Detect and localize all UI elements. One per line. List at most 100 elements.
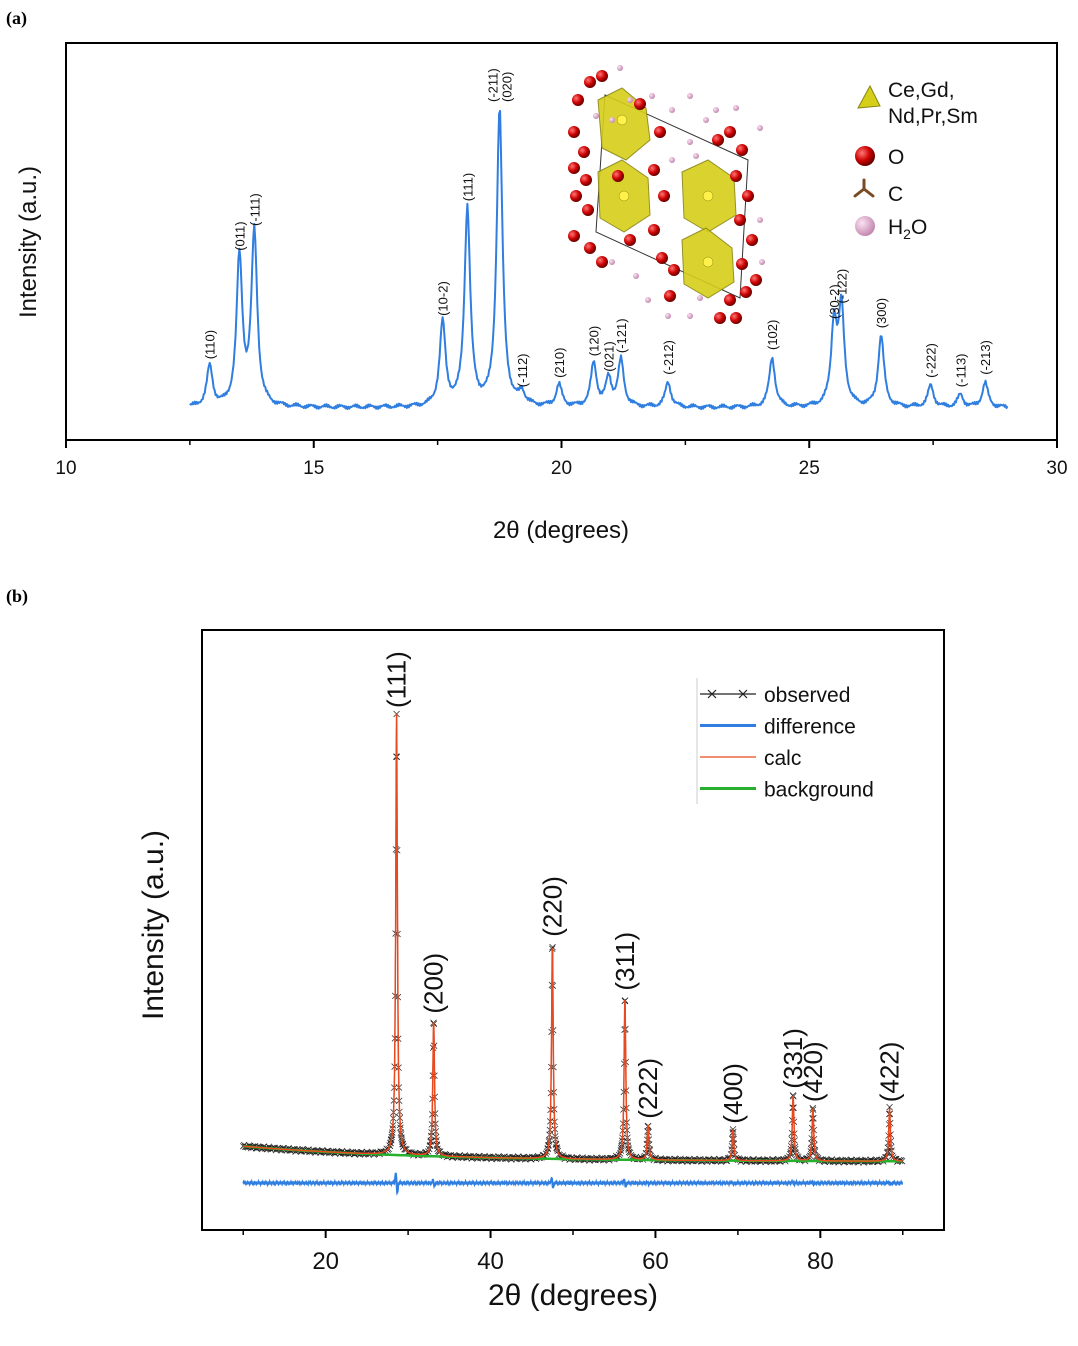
observed-marker (741, 1156, 749, 1163)
observed-marker (443, 1153, 451, 1161)
observed-marker (710, 1155, 718, 1163)
observed-marker (878, 1156, 885, 1164)
observed-marker (756, 1157, 763, 1165)
observed-marker (636, 1155, 644, 1163)
observed-marker (558, 1153, 566, 1161)
observed-marker (344, 1149, 352, 1156)
observed-marker (417, 1149, 424, 1157)
observed-marker (386, 1142, 394, 1150)
observed-marker (618, 1143, 625, 1150)
observed-marker (590, 1155, 597, 1163)
y-axis-label-a: Intensity (a.u.) (15, 166, 42, 318)
observed-marker (387, 1136, 395, 1144)
observed-marker (449, 1153, 457, 1161)
observed-marker (637, 1154, 645, 1161)
observed-marker (400, 1143, 407, 1150)
observed-marker (492, 1154, 499, 1161)
observed-marker (516, 1155, 524, 1162)
observed-marker (341, 1149, 349, 1157)
observed-marker (431, 1072, 438, 1079)
peak-label-a: (111) (460, 173, 475, 201)
x-tick-label-a: 20 (551, 458, 572, 479)
observed-marker (496, 1154, 503, 1161)
observed-marker (320, 1148, 327, 1155)
observed-marker (505, 1154, 512, 1162)
observed-marker (683, 1156, 690, 1164)
observed-marker (275, 1145, 283, 1153)
observed-marker (608, 1155, 616, 1163)
observed-marker (296, 1146, 303, 1154)
x-tick-label-b: 20 (312, 1248, 339, 1275)
observed-marker (535, 1154, 543, 1162)
observed-marker (729, 1126, 737, 1133)
observed-marker (367, 1150, 375, 1157)
observed-marker (467, 1153, 475, 1160)
observed-marker (724, 1155, 732, 1162)
observed-marker (857, 1157, 864, 1165)
observed-marker (412, 1150, 419, 1157)
observed-marker (655, 1156, 662, 1164)
oxygen-atom (712, 134, 724, 146)
observed-marker (589, 1156, 596, 1163)
observed-marker (781, 1156, 788, 1164)
observed-marker (413, 1150, 420, 1158)
observed-marker (582, 1155, 589, 1162)
observed-marker (259, 1144, 267, 1151)
observed-marker (685, 1156, 692, 1164)
observed-marker (242, 1143, 250, 1150)
observed-marker (371, 1150, 379, 1157)
observed-marker (799, 1155, 807, 1163)
x-axis-label-b: 2θ (degrees) (488, 1279, 658, 1312)
water-molecule (757, 217, 763, 223)
observed-marker (725, 1155, 733, 1162)
observed-marker (593, 1154, 600, 1161)
oxygen-atom (736, 144, 748, 156)
observed-marker (317, 1149, 324, 1156)
observed-marker (311, 1147, 318, 1155)
background-series (242, 1144, 903, 1163)
observed-marker (406, 1149, 413, 1156)
observed-marker (389, 1122, 397, 1129)
observed-marker (349, 1148, 357, 1156)
diffraction-pattern-a (189, 109, 1009, 411)
observed-marker (515, 1154, 523, 1162)
observed-marker (567, 1155, 574, 1162)
observed-marker (539, 1151, 547, 1159)
observed-marker (842, 1156, 849, 1163)
observed-marker (421, 1151, 428, 1158)
observed-marker (422, 1149, 429, 1156)
observed-marker (607, 1154, 614, 1162)
observed-marker (559, 1152, 567, 1159)
observed-marker (398, 1134, 405, 1142)
observed-marker (500, 1154, 507, 1161)
observed-marker (407, 1149, 414, 1157)
observed-marker (716, 1156, 724, 1163)
observed-marker (501, 1153, 508, 1160)
observed-marker (660, 1156, 667, 1163)
legend-b: observed difference calc background (696, 678, 874, 804)
observed-marker (416, 1151, 423, 1158)
observed-marker (312, 1149, 319, 1156)
oxygen-atom (584, 242, 596, 254)
observed-marker (886, 1110, 893, 1118)
observed-marker (541, 1153, 549, 1160)
observed-marker (503, 1155, 510, 1162)
observed-marker (879, 1156, 886, 1164)
observed-marker (866, 1158, 873, 1166)
legend-a-text: Ce,Gd, Nd,Pr,Sm (888, 79, 978, 128)
observed-marker (722, 1157, 730, 1164)
observed-marker (877, 1157, 884, 1164)
observed-marker (621, 997, 629, 1004)
observed-marker (791, 1143, 799, 1151)
chart-a: 10 15 20 25 30 (110) (011)(-111) (10-2) (111) (-… (15, 42, 1068, 544)
observed-marker (512, 1154, 519, 1161)
observed-marker (841, 1158, 848, 1165)
peak-label-a: (-111) (247, 193, 262, 226)
observed-marker (530, 1154, 538, 1162)
observed-marker (794, 1153, 802, 1161)
observed-marker (398, 1136, 406, 1143)
observed-marker (547, 1106, 554, 1114)
water-molecule (687, 139, 693, 145)
observed-marker (658, 1156, 665, 1164)
observed-marker (387, 1139, 394, 1147)
